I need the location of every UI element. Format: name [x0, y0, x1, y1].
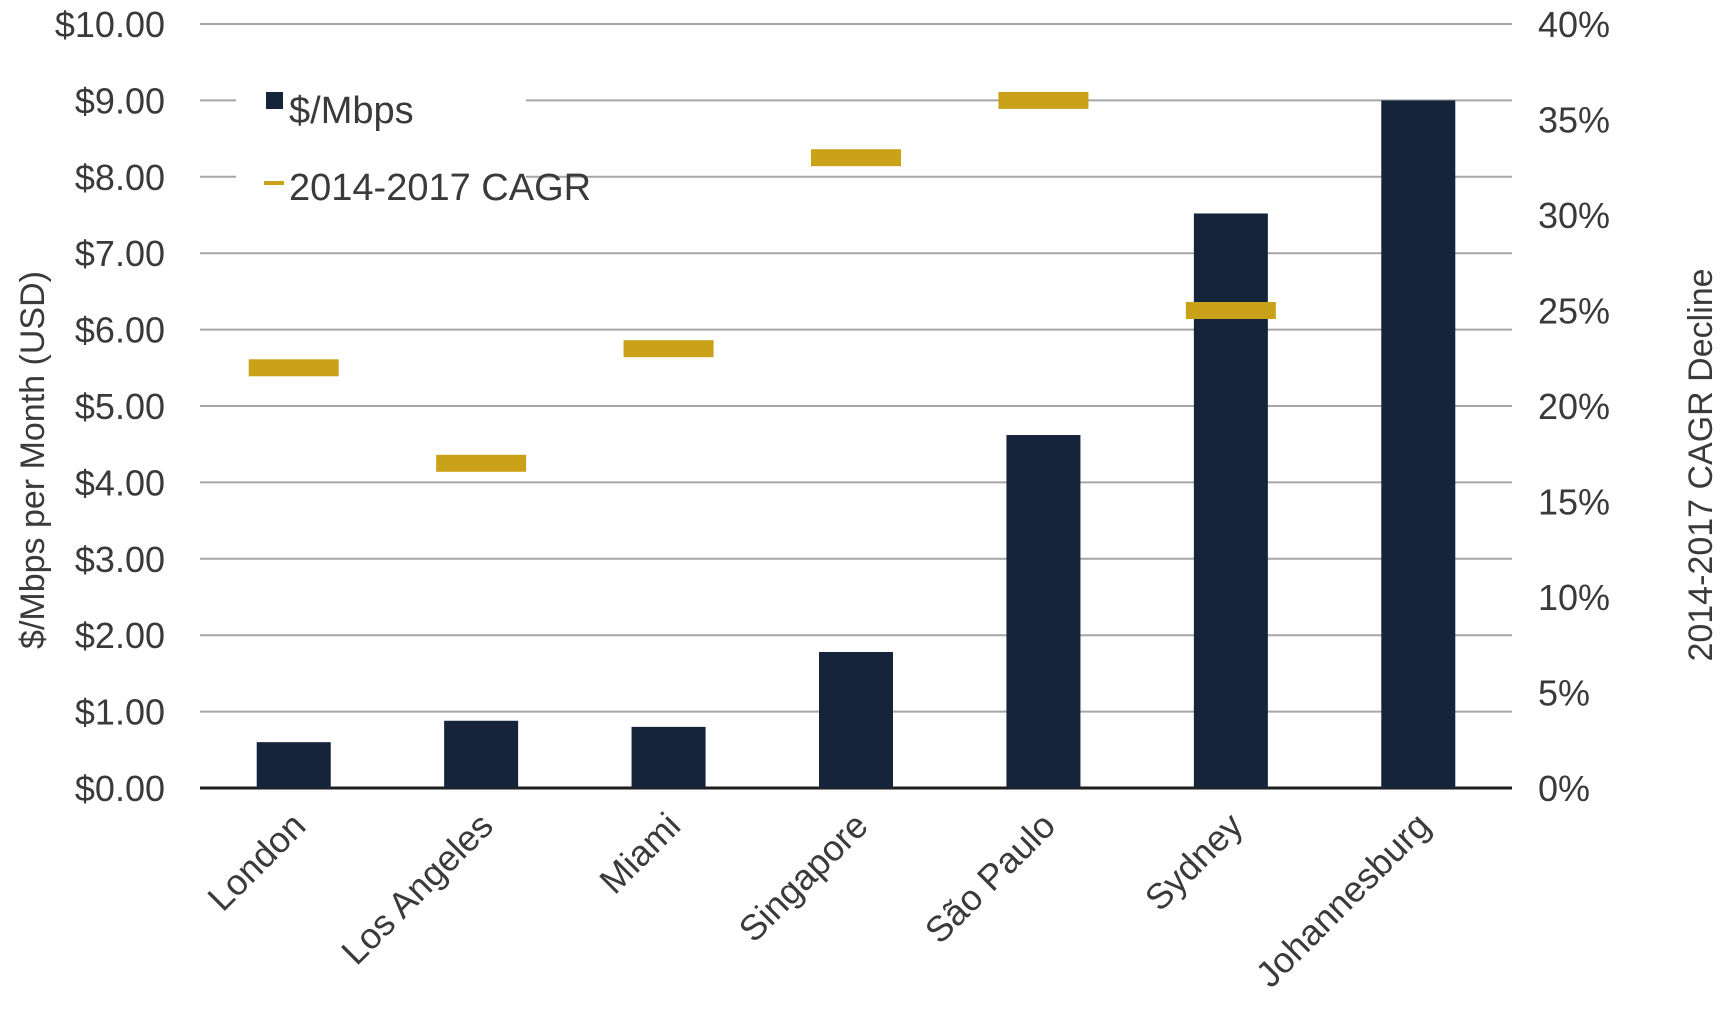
y2-tick-label: 15%	[1538, 482, 1610, 523]
left-axis-title: $/Mbps per Month (USD)	[14, 271, 52, 649]
cagr-marker	[623, 340, 714, 358]
category-label: Singapore	[731, 805, 876, 950]
bar	[1006, 435, 1081, 788]
bar	[1193, 213, 1268, 789]
cagr-series	[248, 91, 1276, 472]
category-label: Johannesburg	[1248, 805, 1438, 995]
category-label: Sydney	[1137, 805, 1251, 919]
cagr-marker	[998, 91, 1089, 109]
y-tick-label: $3.00	[75, 539, 165, 580]
y-tick-label: $6.00	[75, 310, 165, 351]
y2-tick-label: 35%	[1538, 100, 1610, 141]
category-label: Miami	[591, 805, 688, 902]
legend-background	[236, 68, 526, 208]
category-label: London	[199, 805, 313, 919]
cagr-marker	[248, 359, 339, 377]
y-tick-label: $2.00	[75, 615, 165, 656]
legend: $/Mbps 2014-2017 CAGR	[236, 68, 591, 209]
y-tick-label: $10.00	[55, 4, 165, 45]
legend-swatch-bar	[266, 92, 283, 109]
y2-tick-label: 20%	[1538, 386, 1610, 427]
y-tick-label: $9.00	[75, 80, 165, 121]
legend-label-marker: 2014-2017 CAGR	[289, 167, 591, 209]
right-axis-ticks: 0% 5% 10% 15% 20% 25% 30% 35% 40%	[1538, 4, 1610, 809]
y2-tick-label: 30%	[1538, 195, 1610, 236]
cagr-marker	[436, 454, 527, 472]
bar	[1381, 100, 1456, 788]
y-tick-label: $1.00	[75, 692, 165, 733]
cagr-marker	[1185, 302, 1276, 319]
y2-tick-label: 0%	[1538, 768, 1590, 809]
right-axis-title: 2014-2017 CAGR Decline	[1682, 268, 1720, 661]
category-label: São Paulo	[917, 805, 1063, 951]
y2-tick-label: 25%	[1538, 291, 1610, 332]
legend-swatch-marker	[264, 181, 284, 185]
y-tick-label: $7.00	[75, 233, 165, 274]
gridlines	[200, 23, 1512, 790]
cagr-marker	[811, 149, 901, 167]
category-label: Los Angeles	[333, 805, 501, 973]
bar	[444, 720, 519, 788]
y-tick-label: $0.00	[75, 768, 165, 809]
left-axis-ticks: $0.00 $1.00 $2.00 $3.00 $4.00 $5.00 $6.00 $7.00…	[55, 4, 165, 809]
legend-label-bar: $/Mbps	[289, 90, 414, 132]
category-labels: London Los Angeles Miami Singapore São Paulo…	[199, 805, 1438, 995]
bar	[819, 652, 893, 788]
y-tick-label: $5.00	[75, 386, 165, 427]
bar	[631, 726, 706, 788]
y2-tick-label: 10%	[1538, 577, 1610, 618]
bar	[256, 742, 331, 788]
y2-tick-label: 5%	[1538, 673, 1590, 714]
y-tick-label: $4.00	[75, 462, 165, 503]
y2-tick-label: 40%	[1538, 4, 1610, 45]
y-tick-label: $8.00	[75, 157, 165, 198]
